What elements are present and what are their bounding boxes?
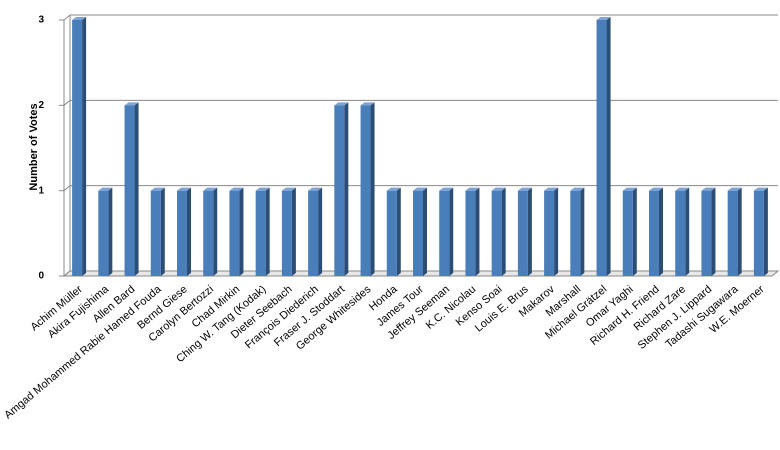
bar [229, 190, 240, 276]
bar-side [318, 187, 323, 276]
bar-top [491, 187, 506, 191]
bar-top [517, 187, 532, 191]
grid-line-side [63, 99, 71, 106]
bar-side [423, 187, 427, 276]
bar [727, 190, 738, 276]
bar-side [580, 187, 585, 276]
bar-top [229, 187, 244, 191]
bar [413, 190, 423, 276]
bar [308, 190, 319, 276]
grid-line-side [63, 270, 71, 277]
y-axis-label: Number of Votes [28, 103, 40, 190]
bar-side [685, 187, 690, 276]
bar-top [596, 17, 611, 20]
y-tick-label: 3 [38, 15, 44, 26]
bar-top [386, 187, 401, 191]
bar-side [370, 102, 375, 276]
bar-top [177, 187, 191, 191]
bar-top [98, 187, 113, 191]
bar [334, 105, 345, 276]
bar-side [213, 187, 218, 276]
bar [570, 190, 581, 276]
bar [517, 190, 528, 276]
bar [596, 20, 607, 276]
bar-top [334, 102, 349, 106]
bar-side [606, 17, 611, 276]
bar [255, 190, 266, 276]
bar-top [727, 187, 742, 191]
y-tick-label: 2 [38, 100, 44, 111]
grid-line-side [63, 185, 71, 192]
bar-top [701, 187, 716, 191]
bar-top [203, 187, 218, 191]
bar-side [737, 187, 742, 276]
bar-side [134, 102, 139, 276]
bar-side [763, 187, 768, 276]
bar [491, 190, 502, 276]
bar-top [439, 187, 454, 191]
bar-side [160, 187, 165, 276]
bar [622, 190, 633, 276]
bar [281, 190, 292, 276]
y-tick-label: 1 [38, 185, 44, 196]
bar-top [649, 187, 663, 191]
bar-side [711, 187, 716, 276]
bar-top [544, 187, 559, 191]
bar [177, 190, 187, 276]
bar-top [150, 187, 165, 191]
bar-top [281, 187, 296, 191]
bar [386, 190, 397, 276]
bar-side [396, 187, 401, 276]
bar [753, 190, 764, 276]
bar-top [124, 102, 139, 106]
grid-line-side [63, 14, 71, 21]
bar [675, 190, 686, 276]
bar-side [659, 187, 663, 276]
bar-side [449, 187, 454, 276]
y-tick-label: 0 [38, 271, 44, 282]
bar-side [527, 187, 532, 276]
bar [360, 105, 371, 276]
bar [150, 190, 161, 276]
bar-side [554, 187, 559, 276]
bar-top [675, 187, 690, 191]
bar-side [291, 187, 296, 276]
bar-top [308, 187, 323, 191]
bar [203, 190, 214, 276]
bar [649, 190, 659, 276]
bar-side [187, 187, 191, 276]
bar [701, 190, 712, 276]
bar-top [465, 187, 480, 191]
bar-side [82, 17, 87, 276]
bar-side [475, 187, 480, 276]
bar-top [360, 102, 375, 106]
bar-top [622, 187, 637, 191]
bar [465, 190, 476, 276]
bar-top [413, 187, 427, 191]
bar-side [265, 187, 270, 276]
bar-side [239, 187, 244, 276]
bar [72, 20, 83, 276]
bar-top [72, 17, 87, 20]
bar-side [344, 102, 349, 276]
bar-side [501, 187, 506, 276]
bar-top [570, 187, 585, 191]
bar-top [255, 187, 270, 191]
bar [439, 190, 450, 276]
bar-side [632, 187, 637, 276]
bar [544, 190, 555, 276]
bar-top [753, 187, 768, 191]
bar-side [108, 187, 113, 276]
bar [124, 105, 135, 276]
bar [98, 190, 109, 276]
